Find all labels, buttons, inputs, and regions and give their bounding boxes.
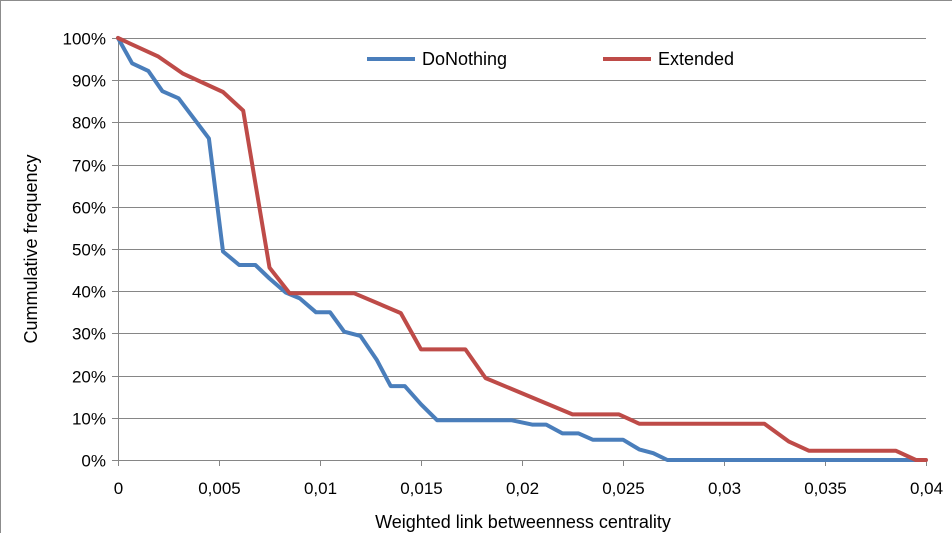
y-tick-label: 50% [72, 241, 106, 260]
legend-label-donothing: DoNothing [422, 49, 507, 69]
x-tick-label: 0,015 [400, 479, 443, 498]
y-tick-label: 90% [72, 72, 106, 91]
x-tick-label: 0 [114, 479, 123, 498]
y-tick-label: 60% [72, 199, 106, 218]
x-tick-label: 0,04 [910, 479, 943, 498]
y-tick-label: 80% [72, 114, 106, 133]
legend-label-extended: Extended [658, 49, 734, 69]
series-lines [116, 36, 928, 462]
x-tick-label: 0,035 [804, 479, 847, 498]
x-axis-ticks: 0 0,005 0,01 0,015 0,02 0,025 0,03 0,035 0,04 [114, 460, 943, 498]
x-tick-label: 0,025 [602, 479, 645, 498]
y-tick-label: 100% [63, 30, 106, 49]
y-axis-ticks: 0% 10% 20% 30% 40% 50% 60% 70% 80% 90% 100% [63, 30, 118, 471]
y-tick-label: 40% [72, 283, 106, 302]
x-axis-title: Weighted link betweenness centrality [375, 512, 671, 532]
y-tick-label: 10% [72, 410, 106, 429]
x-tick-label: 0,005 [198, 479, 241, 498]
y-tick-label: 30% [72, 325, 106, 344]
axes [118, 38, 926, 466]
y-axis-title: Cummulative frequency [21, 154, 41, 343]
y-tick-label: 70% [72, 157, 106, 176]
y-tick-label: 20% [72, 368, 106, 387]
x-tick-label: 0,03 [708, 479, 741, 498]
legend: DoNothing Extended [367, 49, 734, 69]
series-line-donothing [116, 36, 918, 462]
x-tick-label: 0,02 [506, 479, 539, 498]
gridlines [118, 38, 926, 419]
y-tick-label: 0% [81, 452, 106, 471]
x-tick-label: 0,01 [304, 479, 337, 498]
series-line-extended [116, 36, 928, 462]
